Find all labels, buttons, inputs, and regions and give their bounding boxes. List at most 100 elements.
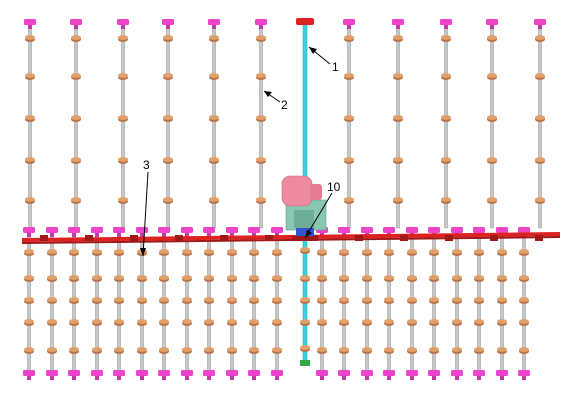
rod-top-fixture — [343, 19, 355, 25]
hanger-disc-top — [159, 297, 169, 302]
beam-clamp — [406, 227, 418, 233]
rod-bottom-fixture-stem — [72, 376, 76, 380]
rod-bottom-fixture-stem — [455, 376, 459, 380]
hanger-disc-top — [71, 157, 81, 162]
hanger-disc-top — [487, 35, 497, 40]
hanger-disc-top — [118, 197, 128, 202]
beam-clamp-stem — [95, 233, 99, 237]
rod-bottom-fixture-stem — [320, 376, 324, 380]
callout-arrowhead-10 — [305, 230, 312, 238]
beam-clamp — [136, 227, 148, 233]
hanger-disc-top — [204, 249, 214, 254]
hanger-disc-top — [209, 115, 219, 120]
beam-clamp-stem — [117, 233, 121, 237]
hanger-disc-top — [256, 157, 266, 162]
hanger-disc-top — [227, 249, 237, 254]
beam-clamp — [181, 227, 193, 233]
rod-bottom-fixture — [406, 370, 418, 376]
rod-bottom-fixture-stem — [140, 376, 144, 380]
rod-top-fixture — [24, 19, 36, 25]
hanger-disc-top — [71, 197, 81, 202]
callout-arrowhead-2 — [264, 91, 272, 97]
hanger-disc-top — [69, 275, 79, 280]
hanger-disc-top — [159, 347, 169, 352]
hanger-disc-top — [92, 249, 102, 254]
hanger-disc-top — [114, 275, 124, 280]
rod-bottom-fixture — [158, 370, 170, 376]
hanger-disc-top — [159, 275, 169, 280]
hanger-disc-top — [407, 297, 417, 302]
hanger-disc-top — [535, 115, 545, 120]
hanger-disc-top — [249, 275, 259, 280]
rod-bottom-fixture — [496, 370, 508, 376]
rod-top-fixture-stem — [28, 25, 32, 29]
rod-top-fixture-stem — [396, 25, 400, 29]
hanger-disc-top — [25, 115, 35, 120]
hanger-disc-top — [272, 249, 282, 254]
hanger-disc-top — [474, 249, 484, 254]
hanger-disc-top — [362, 275, 372, 280]
hanger-disc-top — [69, 319, 79, 324]
hanger-disc-top — [204, 347, 214, 352]
beam-joint — [85, 235, 93, 241]
motor-body — [281, 175, 313, 207]
beam-joint — [130, 235, 138, 241]
hanger-disc-top — [441, 115, 451, 120]
hanger-disc-top — [114, 249, 124, 254]
beam-main — [22, 232, 560, 242]
hanger-disc-top — [519, 275, 529, 280]
beam-clamp — [383, 227, 395, 233]
hanger-disc-top — [47, 249, 57, 254]
hanger-disc-top — [24, 297, 34, 302]
hanger-disc-top — [317, 347, 327, 352]
hanger-disc-top — [249, 347, 259, 352]
hanger-disc-top — [272, 297, 282, 302]
hanger-disc-top — [393, 115, 403, 120]
beam-joint — [265, 235, 273, 241]
beam-clamp — [473, 227, 485, 233]
hanger-disc-top — [535, 197, 545, 202]
beam-clamp-stem — [185, 233, 189, 237]
hanger-disc-top — [25, 157, 35, 162]
rod-top-fixture-stem — [490, 25, 494, 29]
hanger-disc-top — [384, 249, 394, 254]
hanger-disc-top — [249, 319, 259, 324]
beam-clamp — [248, 227, 260, 233]
hanger-disc-top — [47, 347, 57, 352]
hanger-disc-top — [384, 347, 394, 352]
hanger-disc-top — [344, 115, 354, 120]
hanger-disc-top — [272, 319, 282, 324]
hanger-disc-top — [339, 347, 349, 352]
rod-bottom-fixture-stem — [365, 376, 369, 380]
rod-bottom-fixture — [136, 370, 148, 376]
hanger-disc-top — [163, 115, 173, 120]
hanger-disc-top — [24, 347, 34, 352]
hanger-disc-top — [497, 249, 507, 254]
hanger-disc-top — [384, 275, 394, 280]
rod-bottom-fixture — [248, 370, 260, 376]
hanger-disc-top — [114, 347, 124, 352]
rod-bottom-fixture-stem — [162, 376, 166, 380]
hanger-disc-top — [182, 347, 192, 352]
beam-clamp-stem — [140, 233, 144, 237]
rod-bottom-fixture-stem — [410, 376, 414, 380]
hanger-disc-top — [487, 157, 497, 162]
hanger-disc-top — [256, 35, 266, 40]
hanger-disc-top — [25, 35, 35, 40]
hanger-disc-top — [182, 319, 192, 324]
hanger-disc-top — [249, 249, 259, 254]
beam-clamp-stem — [72, 233, 76, 237]
hanger-disc-top — [441, 73, 451, 78]
rod-top-fixture — [162, 19, 174, 25]
hanger-disc-top — [452, 319, 462, 324]
hanger-disc-top — [24, 275, 34, 280]
hanger-disc-top — [317, 297, 327, 302]
upper-rod-array — [24, 19, 546, 229]
beam-clamp — [271, 227, 283, 233]
rod-top-fixture-stem — [259, 25, 263, 29]
hanger-disc-top — [497, 297, 507, 302]
hanger-disc-top — [25, 197, 35, 202]
hanger-disc-top — [474, 275, 484, 280]
hanger-disc-top — [209, 157, 219, 162]
